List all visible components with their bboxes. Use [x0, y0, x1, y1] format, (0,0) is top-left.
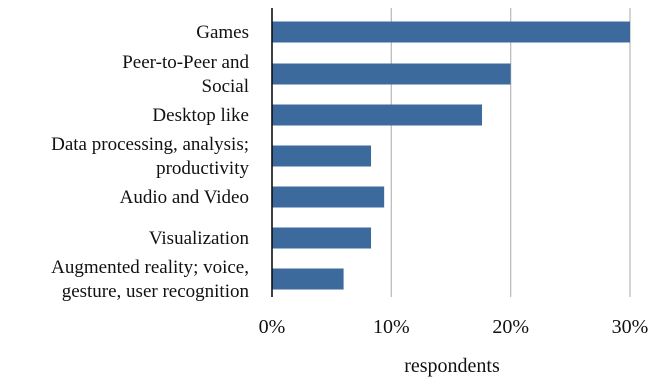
category-label-line: productivity — [156, 158, 249, 179]
category-label-line: Visualization — [149, 228, 250, 249]
category-label-line: Data processing, analysis; — [51, 134, 249, 155]
bar-6 — [272, 268, 344, 290]
bar-2 — [272, 104, 483, 126]
category-label-4: Audio and Video — [120, 187, 249, 208]
category-label-line: Social — [202, 76, 250, 97]
x-tick-label-20: 20% — [492, 316, 529, 338]
bar-layer — [272, 21, 630, 290]
x-tick-label-0: 0% — [259, 316, 286, 338]
label-layer: Games Peer-to-Peer and Social Desktop like D… — [51, 22, 648, 338]
x-axis-title: respondents — [404, 355, 500, 377]
bar-5 — [272, 227, 372, 249]
x-tick-label-30: 30% — [612, 316, 649, 338]
category-label-3: Data processing, analysis; productivity — [51, 134, 249, 179]
category-label-5: Visualization — [149, 228, 250, 249]
category-label-line: Games — [196, 22, 249, 43]
category-label-line: Desktop like — [152, 105, 249, 126]
category-label-line: Peer-to-Peer and — [122, 52, 249, 73]
category-label-line: Audio and Video — [120, 187, 249, 208]
category-label-6: Augmented reality; voice, gesture, user r… — [51, 257, 249, 302]
bar-3 — [272, 145, 372, 167]
category-label-line: gesture, user recognition — [62, 281, 250, 302]
grid-layer — [390, 8, 631, 297]
category-label-2: Desktop like — [152, 105, 249, 126]
category-label-line: Augmented reality; voice, — [51, 257, 249, 278]
bar-1 — [272, 63, 511, 85]
x-tick-label-10: 10% — [373, 316, 410, 338]
category-label-0: Games — [196, 22, 249, 43]
category-label-1: Peer-to-Peer and Social — [122, 52, 249, 97]
bar-0 — [272, 21, 630, 43]
bar-4 — [272, 186, 385, 208]
